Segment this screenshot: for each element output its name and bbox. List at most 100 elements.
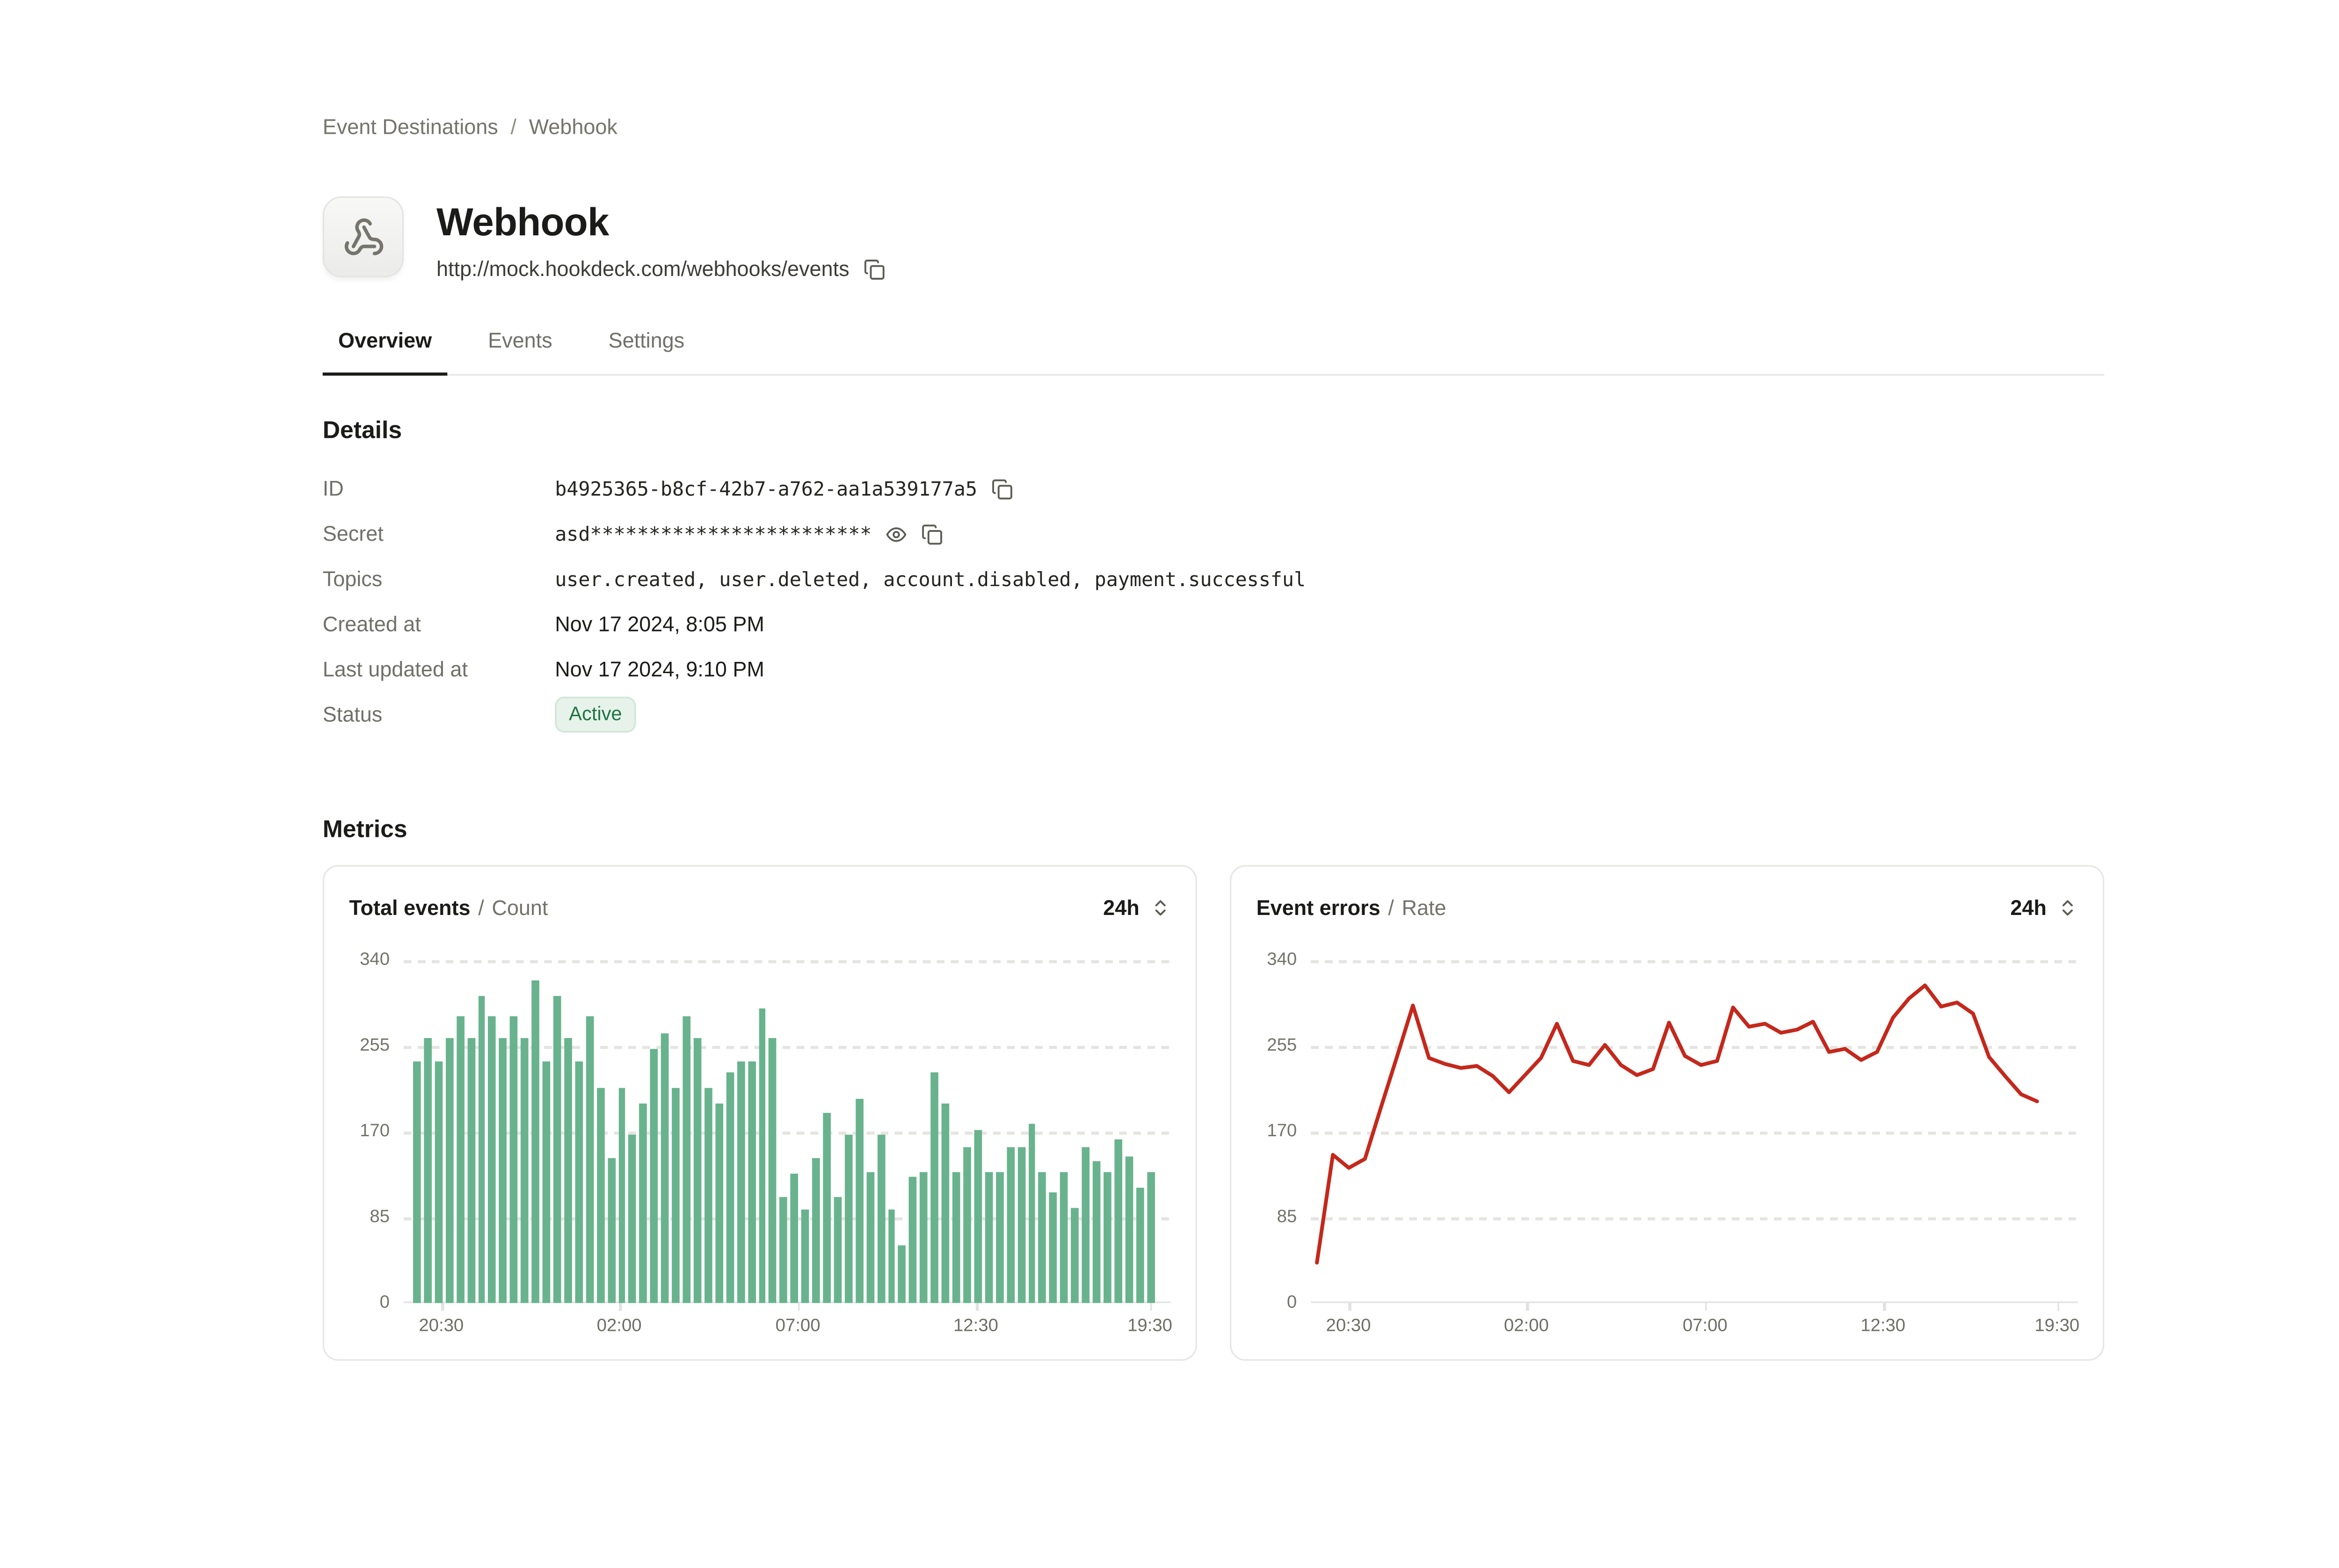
copy-icon [864,259,885,279]
tab-overview[interactable]: Overview [322,319,448,376]
y-tick-label: 85 [1277,1208,1297,1227]
breadcrumb-event-destinations[interactable]: Event Destinations [322,115,498,139]
x-tick-mark [2057,1303,2060,1311]
card-title-sub: Rate [1402,895,1446,919]
bar [791,1174,799,1303]
metrics-heading: Metrics [322,816,407,843]
chevrons-up-down-icon [1155,899,1166,915]
tab-events[interactable]: Events [472,319,568,376]
bar-plot-area[interactable] [403,960,1171,1303]
bar [920,1172,928,1303]
copy-icon [992,479,1012,499]
range-selector[interactable]: 24h [1103,895,1170,919]
bar [726,1073,734,1303]
bar [499,1038,507,1303]
x-tick-mark [1150,1303,1153,1311]
bar [596,1088,604,1303]
x-tick-mark [975,1303,978,1311]
range-value: 24h [2010,895,2047,919]
bar [1071,1207,1079,1303]
reveal-secret-button[interactable] [886,523,908,545]
bar [445,1038,453,1303]
y-tick-label: 170 [1267,1122,1297,1141]
tab-settings[interactable]: Settings [593,319,700,376]
breadcrumb-webhook: Webhook [529,115,617,139]
x-tick-label: 19:30 [1127,1317,1172,1336]
webhook-topics-value: user.created, user.deleted, account.disa… [555,567,1306,591]
x-tick-label: 02:00 [1504,1317,1549,1336]
x-tick-label: 20:30 [1326,1317,1371,1336]
bar [823,1113,831,1303]
bar [887,1210,896,1303]
bar [1104,1172,1111,1303]
x-tick-mark [1526,1303,1529,1311]
x-tick-label: 07:00 [1682,1317,1728,1336]
bar [510,1016,518,1303]
bar [639,1103,647,1303]
copy-id-button[interactable] [991,478,1013,500]
detail-label: Last updated at [322,658,468,682]
range-value: 24h [1103,895,1140,919]
bar [542,1061,551,1303]
x-tick-label: 12:30 [1860,1317,1906,1336]
bar [618,1088,626,1303]
webhook-url-row: http://mock.hookdeck.com/webhooks/events [436,257,885,281]
bar [1092,1161,1101,1303]
detail-label: Topics [322,567,383,591]
copy-url-button[interactable] [864,258,886,280]
bar [855,1098,863,1303]
copy-secret-button[interactable] [922,523,944,545]
card-title-main: Event errors [1256,895,1380,919]
bar [704,1088,712,1303]
bar [1049,1192,1058,1303]
bar [1147,1172,1155,1303]
card-title-sub: Count [492,895,548,919]
card-header: Total events / Count 24h [349,890,1170,924]
bar [488,1016,496,1303]
x-tick-label: 07:00 [775,1317,821,1336]
bar [683,1016,690,1303]
chevrons-up-down-icon [2062,899,2073,915]
bar [801,1210,809,1303]
x-tick-label: 02:00 [596,1317,642,1336]
bar [531,980,540,1303]
webhook-icon-tile [322,196,404,278]
x-tick-mark [441,1303,444,1311]
x-axis-labels: 20:30 02:00 07:00 12:30 19:30 [1311,1303,2079,1344]
y-tick-label: 255 [360,1036,390,1055]
bar [812,1159,820,1303]
bar [661,1032,669,1303]
bar [898,1245,907,1303]
page-title: Webhook [436,201,609,245]
y-axis-labels: 340 255 170 85 0 [349,951,390,1313]
bar [585,1016,594,1303]
y-tick-label: 340 [1267,951,1297,970]
bar [467,1038,475,1303]
x-axis-line [1311,1300,2078,1303]
bar [1028,1123,1036,1303]
line-plot-area[interactable] [1311,960,2078,1303]
bar [424,1038,432,1303]
webhook-id-value: b4925365-b8cf-42b7-a762-aa1a539177a5 [555,477,977,501]
range-selector[interactable]: 24h [2010,895,2077,919]
y-axis-labels: 340 255 170 85 0 [1257,951,1297,1313]
grid-line [1311,1217,2078,1220]
detail-row-last-updated: Last updated at Nov 17 2024, 9:10 PM [323,647,2104,692]
grid-line [403,960,1171,963]
detail-label: Created at [322,612,421,636]
bar [844,1134,852,1303]
breadcrumb-separator: / [510,115,516,139]
x-tick-mark [619,1303,622,1311]
y-tick-label: 0 [1286,1293,1297,1313]
bar [715,1103,723,1303]
details-list: ID b4925365-b8cf-42b7-a762-aa1a539177a5 … [323,466,2104,737]
card-header: Event errors / Rate 24h [1257,890,2078,924]
bar [909,1177,917,1303]
bar [780,1197,788,1303]
bar [866,1172,874,1303]
bar [963,1147,971,1303]
copy-icon [922,523,943,544]
card-title: Total events / Count [349,895,548,919]
bar [1114,1139,1122,1303]
